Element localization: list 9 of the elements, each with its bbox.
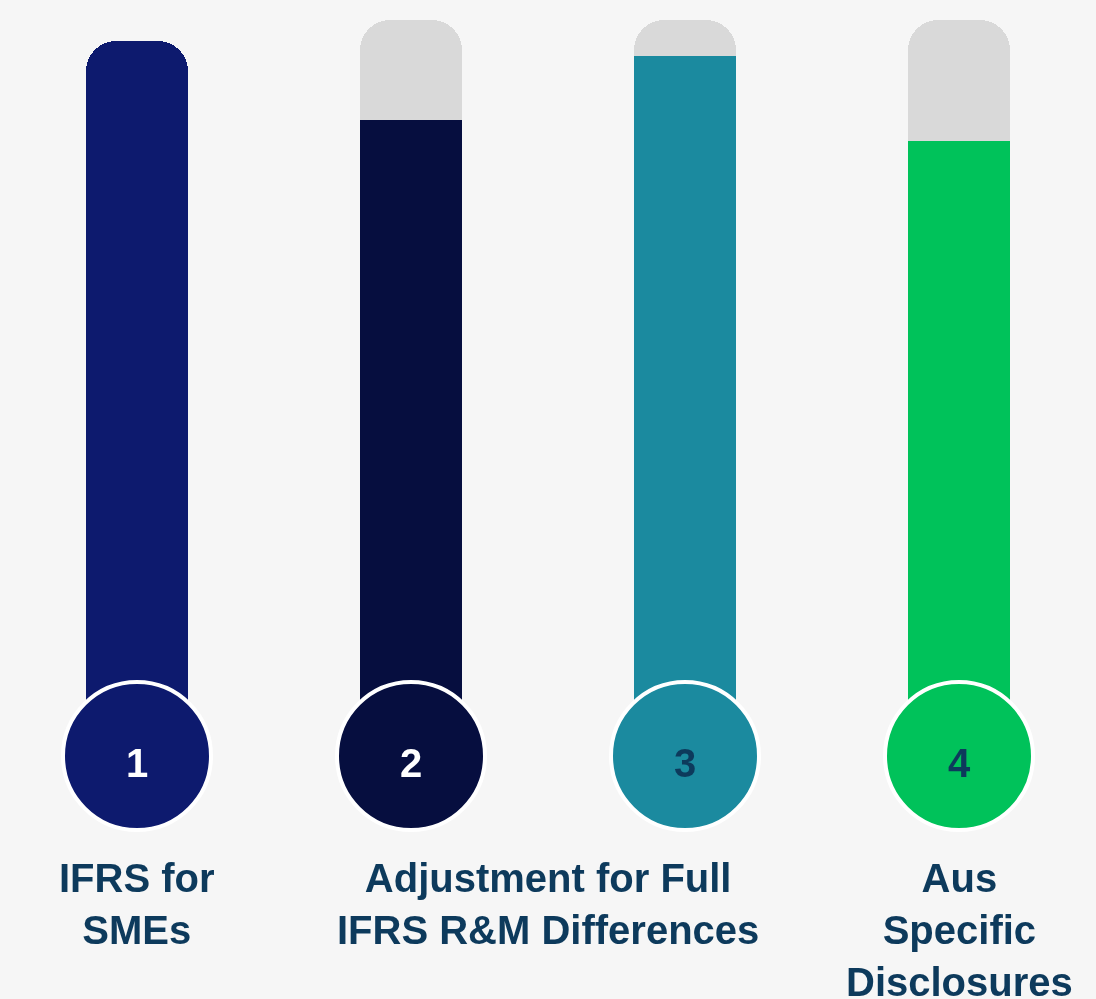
- x-tick-label: 3: [673, 741, 697, 785]
- bar: [360, 20, 462, 120]
- text: IFRS for SMEs: [59, 856, 215, 952]
- text: Adjustment for Full IFRS R&M Differences: [337, 856, 760, 952]
- text: Aus Specific Disclosures: [846, 856, 1073, 999]
- bar: [908, 20, 1010, 141]
- x-tick-label: 2: [399, 741, 423, 785]
- x-tick-label: 4: [947, 741, 971, 785]
- x-tick-label: 1: [125, 741, 149, 785]
